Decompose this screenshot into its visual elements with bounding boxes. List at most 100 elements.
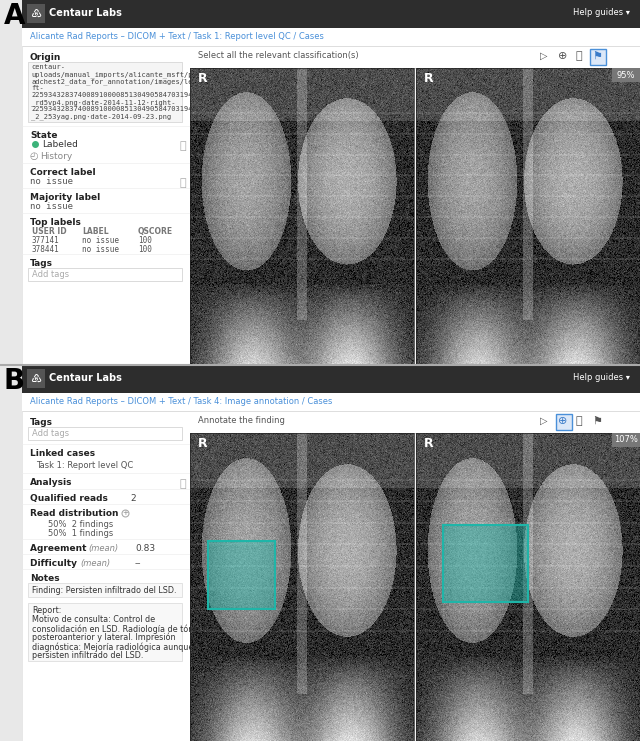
Bar bbox=[28, 427, 182, 440]
Bar bbox=[27, 4, 45, 23]
Bar bbox=[22, 46, 640, 365]
Bar bbox=[208, 541, 275, 608]
Bar bbox=[443, 525, 528, 602]
Text: R: R bbox=[198, 437, 207, 450]
Text: persisten infiltrado del LSD.: persisten infiltrado del LSD. bbox=[32, 651, 143, 660]
Text: 50%  1 findings: 50% 1 findings bbox=[48, 529, 113, 538]
Text: (mean): (mean) bbox=[88, 544, 118, 553]
Text: Top labels: Top labels bbox=[30, 218, 81, 227]
Text: Read distribution: Read distribution bbox=[30, 509, 118, 518]
Text: Select all the relevant classification(s): Select all the relevant classification(s… bbox=[198, 51, 358, 60]
Text: _2_253yag.png·date-2014-09-23.png: _2_253yag.png·date-2014-09-23.png bbox=[31, 113, 172, 119]
Bar bbox=[27, 369, 45, 388]
Text: ⌵: ⌵ bbox=[180, 479, 187, 489]
Text: 100: 100 bbox=[138, 236, 152, 245]
Bar bbox=[22, 46, 190, 365]
Text: Help guides ▾: Help guides ▾ bbox=[573, 8, 630, 17]
Bar bbox=[416, 68, 640, 365]
Bar bbox=[22, 0, 640, 28]
Text: Linked cases: Linked cases bbox=[30, 449, 95, 458]
Text: 225934328374008910000851304905847031942: 225934328374008910000851304905847031942 bbox=[31, 106, 196, 112]
Text: ⚑: ⚑ bbox=[592, 416, 602, 426]
Bar bbox=[22, 365, 640, 393]
Text: (mean): (mean) bbox=[80, 559, 110, 568]
Text: 95%: 95% bbox=[617, 70, 636, 79]
Bar bbox=[22, 411, 190, 741]
Bar bbox=[22, 411, 640, 741]
Text: R: R bbox=[424, 72, 434, 85]
Text: 225934328374008910000851304905847031942: 225934328374008910000851304905847031942 bbox=[31, 92, 196, 98]
Text: 50%  2 findings: 50% 2 findings bbox=[48, 520, 113, 529]
Text: Add tags: Add tags bbox=[32, 429, 69, 438]
Bar bbox=[443, 525, 528, 602]
Text: ⌕: ⌕ bbox=[575, 51, 582, 61]
Bar bbox=[190, 411, 640, 433]
Text: adchest2_data_for_annotation/images/le: adchest2_data_for_annotation/images/le bbox=[31, 78, 193, 84]
Text: Correct label: Correct label bbox=[30, 168, 95, 177]
Text: Help guides ▾: Help guides ▾ bbox=[573, 373, 630, 382]
Text: ▷: ▷ bbox=[540, 51, 547, 61]
Text: Add tags: Add tags bbox=[32, 270, 69, 279]
Text: +: + bbox=[122, 510, 128, 516]
Text: uploads/manual_imports/alicante_msft/p: uploads/manual_imports/alicante_msft/p bbox=[31, 71, 193, 78]
Text: Notes: Notes bbox=[30, 574, 60, 583]
Text: 2: 2 bbox=[130, 494, 136, 503]
Bar bbox=[416, 433, 640, 741]
Bar bbox=[190, 68, 414, 365]
Text: Agreement: Agreement bbox=[30, 544, 90, 553]
Text: no issue: no issue bbox=[30, 202, 73, 211]
Bar bbox=[28, 268, 182, 281]
Bar bbox=[190, 46, 640, 68]
Text: _rd5vp4.png·date-2014-11-12·right-: _rd5vp4.png·date-2014-11-12·right- bbox=[31, 99, 175, 106]
Bar bbox=[612, 68, 640, 82]
Text: Motivo de consulta: Control de: Motivo de consulta: Control de bbox=[32, 615, 155, 624]
Text: --: -- bbox=[135, 559, 141, 568]
Text: R: R bbox=[198, 72, 207, 85]
Text: ◴: ◴ bbox=[29, 151, 38, 161]
Text: 100: 100 bbox=[138, 245, 152, 254]
Bar bbox=[208, 541, 275, 608]
Bar bbox=[28, 583, 182, 597]
Text: ⌵: ⌵ bbox=[180, 178, 187, 188]
Bar bbox=[612, 433, 640, 447]
Text: posteroanterior y lateral. Impresión: posteroanterior y lateral. Impresión bbox=[32, 633, 175, 642]
Text: no issue: no issue bbox=[30, 177, 73, 186]
Text: ♸: ♸ bbox=[30, 373, 42, 385]
Text: Task 1: Report level QC: Task 1: Report level QC bbox=[36, 461, 133, 470]
Text: 0.83: 0.83 bbox=[135, 544, 155, 553]
Text: ⊕: ⊕ bbox=[558, 416, 568, 426]
Text: LABEL: LABEL bbox=[82, 227, 109, 236]
Text: Report:: Report: bbox=[32, 606, 61, 615]
Bar bbox=[556, 414, 572, 430]
Text: ⚑: ⚑ bbox=[592, 51, 602, 61]
Text: Annotate the finding: Annotate the finding bbox=[198, 416, 285, 425]
Text: centaur-: centaur- bbox=[31, 64, 65, 70]
Text: no issue: no issue bbox=[82, 236, 119, 245]
Text: ⌵: ⌵ bbox=[180, 141, 187, 151]
Text: ⊕: ⊕ bbox=[558, 51, 568, 61]
Text: USER ID: USER ID bbox=[32, 227, 67, 236]
Text: Alicante Rad Reports – DICOM + Text / Task 1: Report level QC / Cases: Alicante Rad Reports – DICOM + Text / Ta… bbox=[30, 32, 324, 41]
Text: Alicante Rad Reports – DICOM + Text / Task 4: Image annotation / Cases: Alicante Rad Reports – DICOM + Text / Ta… bbox=[30, 397, 332, 406]
Bar bbox=[590, 49, 606, 65]
Text: Centaur Labs: Centaur Labs bbox=[49, 373, 122, 383]
Text: ⌕: ⌕ bbox=[575, 416, 582, 426]
Bar bbox=[190, 433, 414, 741]
Text: ▷: ▷ bbox=[540, 416, 547, 426]
Text: QSCORE: QSCORE bbox=[138, 227, 173, 236]
Bar bbox=[28, 62, 182, 122]
Text: State: State bbox=[30, 131, 58, 140]
Text: Origin: Origin bbox=[30, 53, 61, 62]
Text: Tags: Tags bbox=[30, 259, 53, 268]
Text: ft-: ft- bbox=[31, 85, 44, 91]
Text: consolidación en LSD. Radiología de tórax: consolidación en LSD. Radiología de tóra… bbox=[32, 624, 202, 634]
Text: no issue: no issue bbox=[82, 245, 119, 254]
Text: R: R bbox=[424, 437, 434, 450]
Text: B: B bbox=[4, 367, 25, 395]
Text: 378441: 378441 bbox=[32, 245, 60, 254]
Bar bbox=[22, 28, 640, 46]
Text: Finding: Persisten infiltrado del LSD.: Finding: Persisten infiltrado del LSD. bbox=[32, 586, 177, 595]
Text: History: History bbox=[40, 152, 72, 161]
Text: Difficulty: Difficulty bbox=[30, 559, 80, 568]
Bar bbox=[22, 393, 640, 411]
